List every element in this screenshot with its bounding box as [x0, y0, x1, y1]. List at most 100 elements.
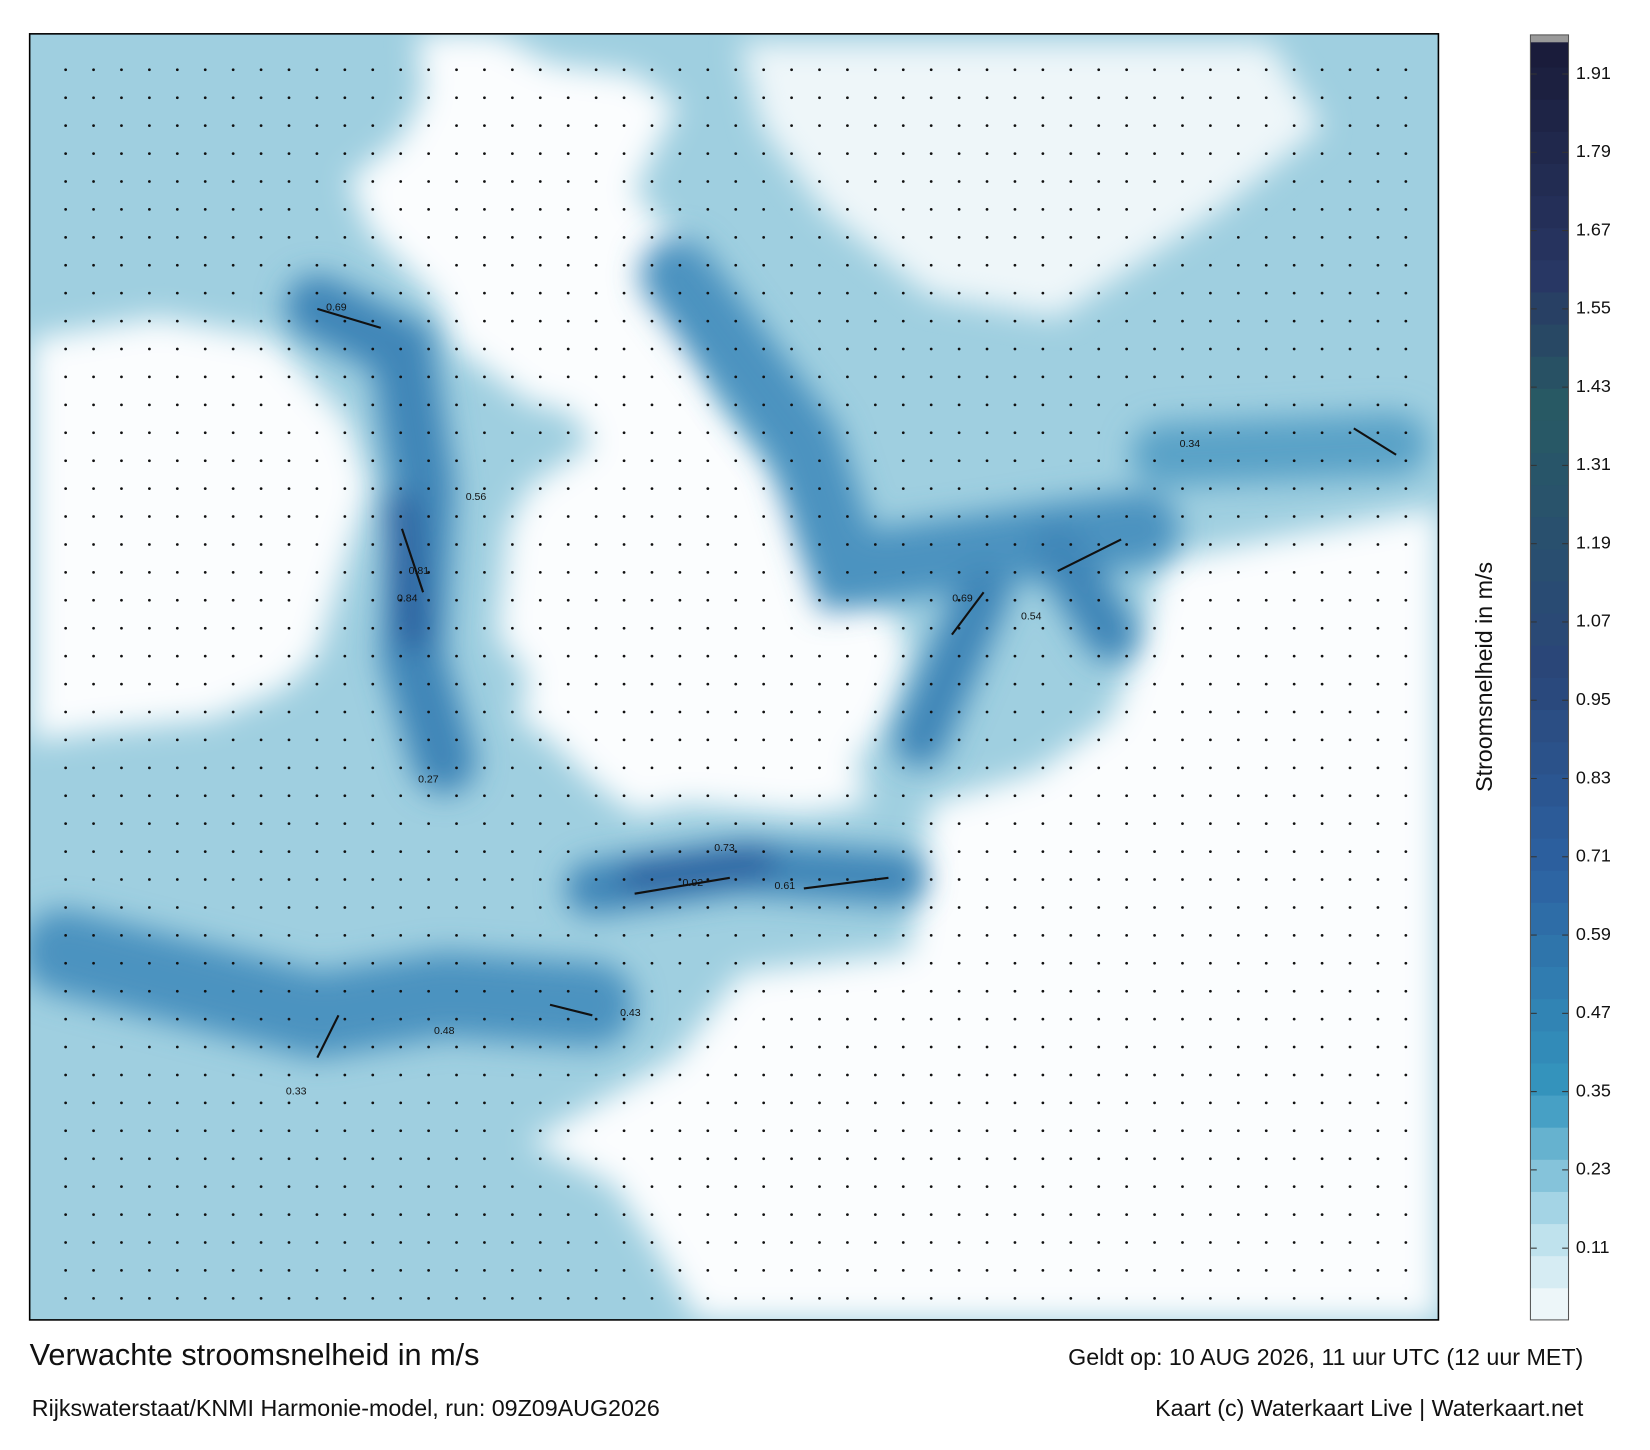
field-dot [371, 208, 375, 211]
field-dot [566, 878, 570, 881]
field-dot [510, 1296, 514, 1300]
field-dot [203, 598, 207, 602]
field-dot [1292, 319, 1296, 323]
field-dot [175, 1101, 179, 1105]
field-dot [1125, 766, 1129, 770]
field-dot [203, 850, 207, 853]
field-dot [1181, 180, 1184, 183]
field-dot [343, 1017, 347, 1021]
field-dot [678, 654, 682, 658]
field-dot [594, 1101, 598, 1105]
field-dot [1013, 347, 1017, 351]
field-dot [92, 431, 95, 435]
field-dot [287, 794, 291, 798]
field-dot [1125, 710, 1129, 714]
field-dot [1209, 1269, 1212, 1272]
field-dot [315, 878, 319, 881]
field-dot [650, 906, 654, 909]
field-dot [818, 682, 821, 686]
field-dot [1041, 906, 1045, 909]
field-dot [1069, 152, 1073, 155]
field-dot [594, 375, 598, 379]
field-dot [1320, 543, 1324, 546]
field-dot [427, 68, 430, 72]
field-dot [734, 989, 738, 993]
field-dot [175, 124, 179, 128]
field-dot [1153, 459, 1156, 463]
field-dot [650, 598, 654, 602]
colorbar-band [1530, 773, 1569, 807]
field-dot [1153, 1269, 1156, 1272]
field-dot [148, 263, 151, 267]
field-dot [399, 1213, 403, 1216]
field-dot [1376, 1017, 1380, 1021]
field-dot [678, 822, 682, 826]
field-dot [1264, 626, 1268, 630]
field-dot [1404, 766, 1408, 770]
field-dot [175, 208, 179, 211]
field-dot [1069, 878, 1073, 881]
field-dot [203, 1101, 207, 1105]
field-dot [371, 1129, 375, 1133]
field-dot [92, 710, 95, 714]
field-dot [1292, 766, 1296, 770]
field-dot [1264, 124, 1268, 128]
field-dot [901, 989, 905, 993]
field-dot [762, 515, 766, 518]
field-dot [678, 1296, 682, 1300]
field-dot [1069, 1157, 1073, 1161]
field-dot [1041, 208, 1045, 211]
colorbar-tick-label: 0.71 [1576, 846, 1611, 866]
field-dot [873, 180, 877, 183]
field-dot [1404, 1129, 1408, 1133]
field-dot [873, 431, 877, 435]
field-dot [510, 180, 514, 183]
field-dot [1376, 850, 1380, 853]
field-dot [1376, 794, 1380, 798]
field-dot [790, 1101, 793, 1105]
field-dot [175, 319, 179, 323]
field-dot [64, 263, 68, 267]
field-dot [1404, 1073, 1408, 1077]
field-dot [1153, 1241, 1156, 1244]
field-dot [790, 1213, 793, 1216]
field-dot [148, 1241, 151, 1244]
field-dot [175, 235, 179, 239]
field-dot [1404, 543, 1408, 546]
field-dot [706, 626, 710, 630]
field-dot [622, 1017, 626, 1021]
channels [29, 237, 1428, 1059]
field-dot [399, 1269, 403, 1272]
field-dot [622, 1241, 626, 1244]
field-dot [1097, 347, 1101, 351]
field-dot [846, 1129, 849, 1133]
field-dot [231, 1296, 235, 1300]
field-dot [343, 1296, 347, 1300]
field-dot [483, 626, 486, 630]
field-dot [427, 906, 430, 909]
field-dot [1181, 431, 1184, 435]
field-dot [148, 738, 151, 742]
field-dot [818, 208, 821, 211]
field-dot [1181, 152, 1184, 155]
field-dot [92, 961, 95, 965]
arrow [1353, 427, 1397, 456]
field-dot [1320, 347, 1324, 351]
field-dot [343, 487, 347, 490]
field-dot [371, 1017, 375, 1021]
colorbar-tick-label: 1.19 [1576, 532, 1611, 552]
field-dot [929, 682, 933, 686]
field-dot [790, 1241, 793, 1244]
field-dot [622, 487, 626, 490]
field-dot [148, 459, 151, 463]
field-dot [64, 124, 68, 128]
field-dot [1013, 1017, 1017, 1021]
field-dot [483, 1157, 486, 1161]
field-dot [92, 263, 95, 267]
field-dot [259, 291, 263, 295]
field-dot [120, 906, 123, 909]
field-dot [1125, 1157, 1129, 1161]
field-dot [64, 654, 68, 658]
field-dot [873, 1101, 877, 1105]
field-dot [1376, 152, 1380, 155]
